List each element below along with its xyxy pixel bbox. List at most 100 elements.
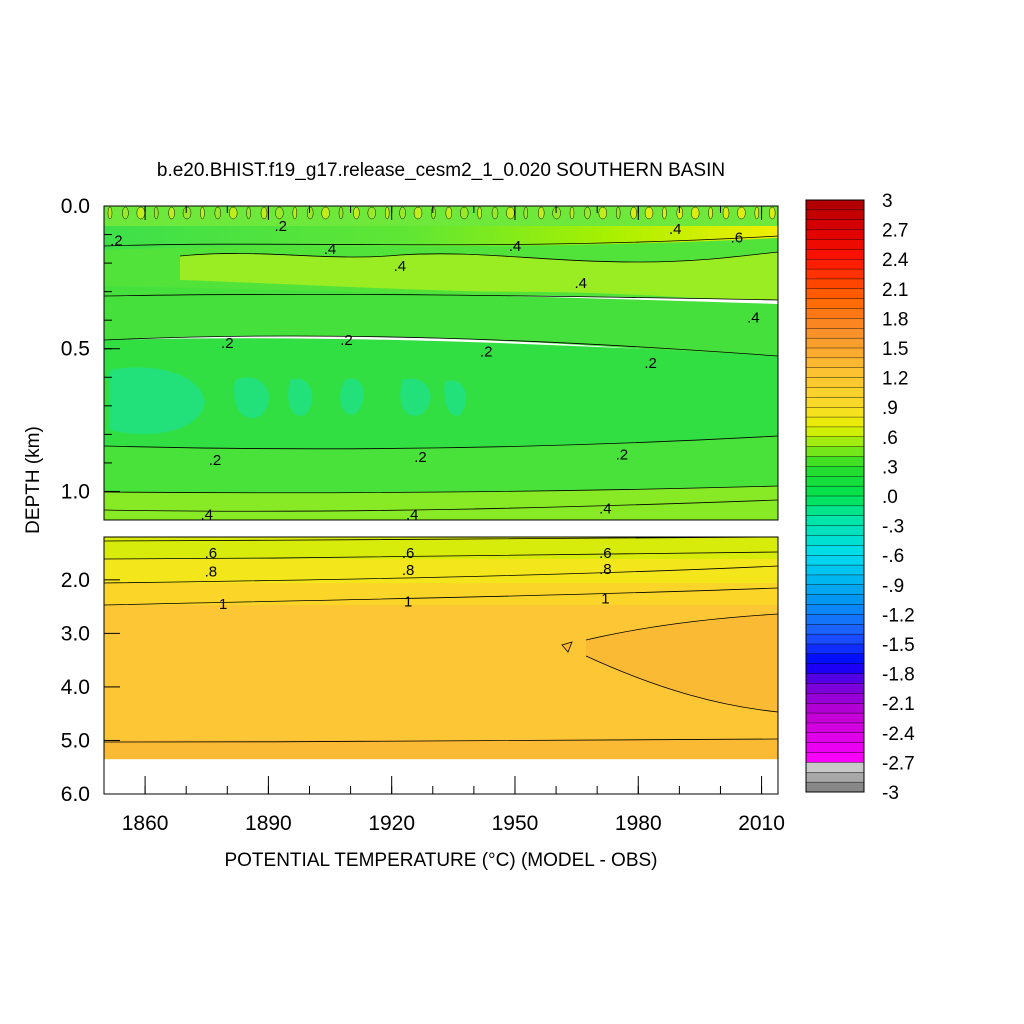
upper-neg-patch-4	[340, 378, 364, 415]
colorbar-cell	[805, 249, 865, 260]
surface-cell	[168, 206, 175, 220]
surface-cell	[214, 206, 222, 220]
surface-cell	[306, 206, 314, 220]
colorbar-cell	[805, 259, 865, 270]
surface-cell	[153, 206, 159, 220]
colorbar-tick-label: -.3	[882, 517, 904, 538]
contour-label: .6	[205, 545, 218, 562]
surface-cell	[491, 206, 499, 220]
contour-label: .2	[274, 218, 287, 235]
lower-contour-3	[103, 565, 779, 584]
colorbar-tick-label: -1.5	[882, 635, 915, 656]
upper-panel	[103, 205, 779, 521]
colorbar-tick-label: 2.1	[882, 280, 908, 301]
colorbar-tick-label: -.6	[882, 546, 904, 567]
contour-line-6	[103, 485, 779, 494]
surface-cell	[598, 206, 608, 220]
no-data-region	[104, 759, 778, 794]
upper-neg-patch-2	[234, 377, 269, 419]
colorbar-cell	[805, 407, 865, 418]
surface-cell	[122, 206, 129, 220]
contour-label: .2	[644, 355, 657, 372]
colorbar-frame	[805, 199, 865, 793]
colorbar-cell	[805, 219, 865, 231]
colorbar-cell	[805, 209, 865, 221]
colorbar-tick-label: .9	[882, 398, 898, 419]
contour-line-5	[103, 435, 779, 450]
surface-cell	[506, 206, 515, 220]
contour-label: .6	[731, 229, 744, 246]
upper-neg-patch-5	[400, 378, 431, 416]
surface-cell	[136, 206, 146, 220]
upper-band-02-b	[104, 286, 778, 360]
y-tick-label-lower: 6.0	[61, 783, 90, 806]
x-tick-label: 1860	[122, 812, 169, 835]
colorbar-cell	[805, 604, 865, 615]
colorbar-cell	[805, 762, 865, 773]
colorbar-cell	[805, 673, 865, 684]
colorbar-cell	[805, 426, 865, 438]
upper-neg-patch-6	[444, 380, 466, 416]
colorbar-tick-label: -2.4	[882, 724, 915, 745]
colorbar-cell	[805, 564, 865, 576]
colorbar-cell	[805, 732, 865, 744]
y-tick-label-lower: 4.0	[61, 676, 90, 699]
colorbar-cell	[805, 663, 865, 675]
colorbar-tick-label: -3	[882, 783, 899, 804]
surface-cell	[182, 206, 192, 220]
surface-cell	[292, 206, 298, 220]
colorbar-tick-label: -2.7	[882, 753, 915, 774]
upper-frame	[103, 205, 779, 521]
colorbar-cell	[805, 742, 865, 754]
upper-band-00	[104, 338, 778, 449]
colorbar-cell	[805, 752, 865, 763]
colorbar-tick-label: 2.7	[882, 221, 908, 242]
surface-cell	[708, 206, 713, 220]
colorbar-cell	[805, 446, 865, 458]
surface-cell	[737, 206, 746, 220]
surface-cell	[768, 206, 776, 220]
contour-label: .4	[509, 238, 522, 255]
surface-cell	[477, 206, 482, 220]
colorbar-cell	[805, 712, 865, 724]
colorbar-cell	[805, 633, 865, 645]
contour-label: .4	[394, 258, 407, 275]
y-tick-label-lower: 3.0	[61, 622, 90, 645]
surface-cell	[353, 206, 360, 220]
colorbar-cell	[805, 318, 865, 329]
colorbar-cell	[805, 199, 865, 211]
colorbar-cell	[805, 416, 865, 428]
lower-patch-12	[586, 614, 778, 712]
colorbar-tick-label: -2.1	[882, 694, 915, 715]
surface-cell	[445, 206, 453, 220]
contour-label: .8	[599, 561, 612, 578]
y-tick-label-lower: 2.0	[61, 569, 90, 592]
surface-cell	[662, 206, 667, 220]
upper-bg-band-0	[104, 206, 778, 226]
x-axis: 1860 1890 1920 1950 1980 2010	[103, 206, 785, 835]
upper-neg-patch-1	[110, 367, 205, 435]
surface-cell	[384, 206, 390, 220]
y-tick-label-upper: 1.0	[61, 480, 90, 503]
colorbar-cell	[805, 456, 865, 467]
colorbar-cell	[805, 624, 865, 635]
lower-contour-7	[561, 641, 573, 653]
y-tick-label-upper: 0.0	[61, 195, 90, 218]
contour-label: .2	[616, 446, 629, 463]
lower-frame	[103, 536, 779, 795]
surface-cell	[644, 206, 654, 220]
contour-label: .4	[324, 241, 337, 258]
colorbar-cell	[805, 377, 865, 388]
colorbar-tick-label: 1.8	[882, 309, 908, 330]
colorbar-tick-label: 1.5	[882, 339, 908, 360]
colorbar-cell	[805, 594, 865, 606]
surface-cell	[584, 206, 591, 220]
contour-line-2	[179, 251, 779, 263]
contour-label: .4	[200, 506, 213, 523]
surface-cell	[399, 206, 406, 220]
surface-cell	[459, 206, 469, 220]
colorbar-cell	[805, 643, 865, 655]
contour-label: .2	[221, 335, 234, 352]
contour-label: .4	[406, 506, 419, 523]
